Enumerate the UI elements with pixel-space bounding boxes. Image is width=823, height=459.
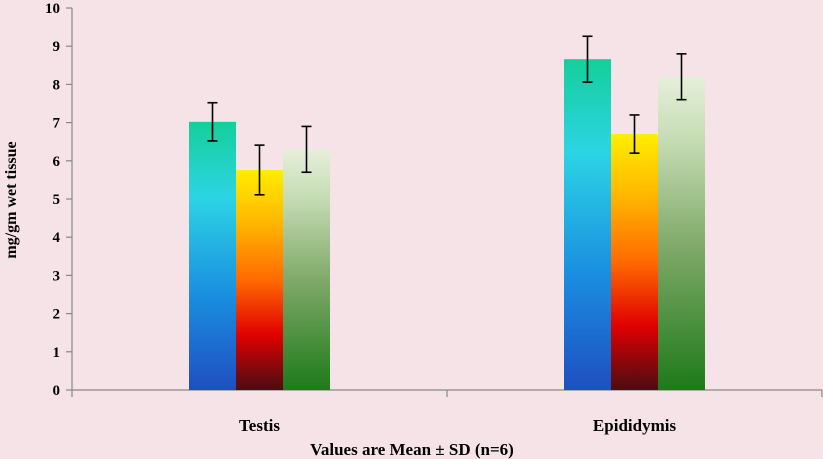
y-tick-label: 10 — [45, 1, 60, 17]
y-tick-label: 3 — [53, 268, 61, 284]
y-tick-label: 9 — [53, 39, 61, 55]
bar — [283, 149, 330, 390]
y-tick-label: 6 — [53, 154, 61, 170]
bar — [189, 121, 236, 390]
bar — [236, 169, 283, 390]
y-tick-label: 2 — [53, 307, 61, 323]
y-tick-label: 8 — [53, 77, 61, 93]
y-tick-label: 1 — [53, 345, 61, 361]
axes — [71, 8, 823, 397]
y-tick-label: 4 — [53, 230, 61, 246]
x-category-label: Testis — [239, 416, 280, 435]
y-tick-label: 0 — [53, 383, 61, 399]
y-tick-label: 5 — [53, 192, 61, 208]
bar — [611, 134, 658, 390]
category-labels: Testis Epididymis — [239, 416, 676, 435]
x-axis-note: Values are Mean ± SD (n=6) — [310, 440, 514, 459]
y-ticks: 0 1 2 3 4 5 6 7 8 9 10 — [45, 1, 72, 399]
y-tick-label: 7 — [53, 116, 61, 132]
bars — [189, 59, 705, 391]
bar — [658, 76, 705, 390]
x-category-label: Epididymis — [593, 416, 677, 435]
bar — [564, 59, 611, 391]
error-bars — [207, 35, 687, 196]
y-axis-title: mg/gm wet tissue — [3, 141, 20, 258]
